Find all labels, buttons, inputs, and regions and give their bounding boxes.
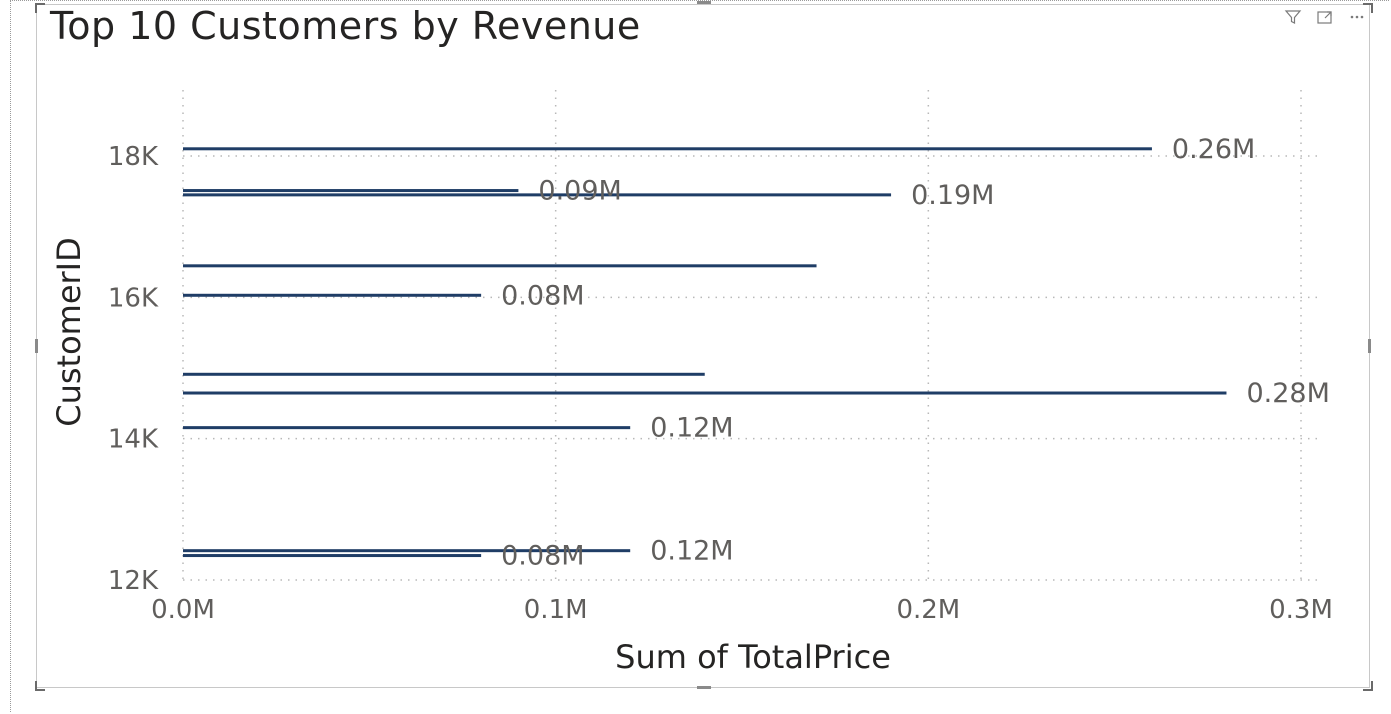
- data-label: 0.12M: [650, 413, 733, 444]
- bar: [183, 549, 631, 553]
- resize-handle-top[interactable]: [697, 1, 711, 4]
- visual-header-icons: [1283, 8, 1367, 28]
- bar: [183, 193, 892, 197]
- x-axis-title: Sum of TotalPrice: [615, 638, 891, 676]
- x-tick-label: 0.0M: [151, 595, 215, 625]
- bar: [183, 293, 482, 297]
- resize-corner-bottom-right[interactable]: [1363, 681, 1373, 691]
- data-label: 0.08M: [501, 280, 584, 311]
- y-tick-label: 16K: [108, 283, 159, 313]
- data-label: 0.09M: [538, 176, 621, 207]
- filter-icon[interactable]: [1283, 8, 1303, 28]
- data-label: 0.12M: [650, 536, 733, 567]
- data-label: 0.08M: [501, 541, 584, 572]
- x-tick-label: 0.1M: [524, 595, 588, 625]
- data-label: 0.26M: [1172, 134, 1255, 165]
- data-label: 0.19M: [911, 180, 994, 211]
- bar: [183, 554, 482, 558]
- focus-mode-icon[interactable]: [1315, 8, 1335, 28]
- more-options-icon[interactable]: [1347, 8, 1367, 28]
- bar: [183, 264, 817, 268]
- chart-title: Top 10 Customers by Revenue: [50, 4, 641, 48]
- resize-corner-bottom-left[interactable]: [35, 681, 45, 691]
- bar: [183, 426, 631, 430]
- y-axis-title: CustomerID: [50, 237, 88, 427]
- page-boundary: [10, 0, 1389, 712]
- y-tick-label: 14K: [108, 425, 159, 455]
- bar: [183, 189, 519, 193]
- bar: [183, 391, 1227, 395]
- resize-handle-bottom[interactable]: [697, 686, 711, 689]
- y-tick-label: 12K: [108, 566, 159, 596]
- resize-handle-right[interactable]: [1368, 339, 1371, 353]
- x-tick-label: 0.2M: [896, 595, 960, 625]
- bar: [183, 147, 1152, 151]
- x-tick-label: 0.3M: [1269, 595, 1333, 625]
- y-tick-label: 18K: [108, 142, 159, 172]
- resize-corner-top-right[interactable]: [1363, 3, 1373, 13]
- resize-handle-left[interactable]: [35, 339, 38, 353]
- data-label: 0.28M: [1246, 378, 1329, 409]
- bar: [183, 372, 705, 376]
- resize-corner-top-left[interactable]: [35, 3, 45, 13]
